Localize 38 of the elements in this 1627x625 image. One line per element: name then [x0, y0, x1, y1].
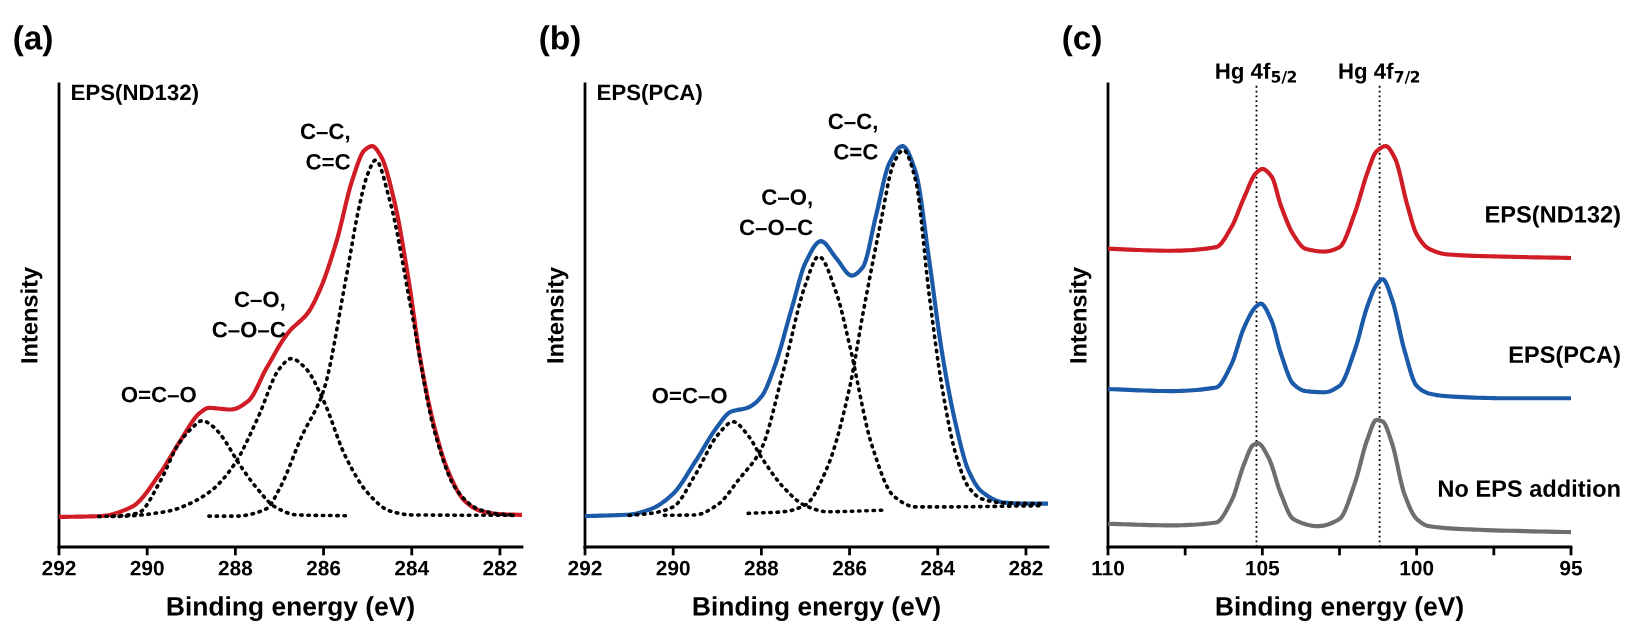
- chart-title: (a): [14, 25, 52, 57]
- x-tick-label: 284: [921, 560, 956, 576]
- x-tick-label: 292: [568, 560, 602, 576]
- ref-line-label: Hg 4f$_{7/2}$: [1339, 62, 1420, 84]
- x-tick-label: 292: [42, 560, 76, 576]
- y-axis-title: Intensity: [546, 267, 569, 363]
- x-tick-label: 290: [656, 560, 690, 576]
- chart-title: (b): [540, 25, 580, 57]
- x-tick-label: 288: [744, 560, 779, 576]
- chart-title: (c): [1063, 25, 1101, 57]
- x-tick-label: 105: [1246, 560, 1280, 576]
- ref-line-label: Hg 4f$_{5/2}$: [1216, 62, 1296, 84]
- chart-subtitle: EPS(ND132): [72, 84, 198, 105]
- annotation: O=C–O: [121, 386, 196, 403]
- x-tick-label: 284: [395, 560, 430, 576]
- y-axis-title: Intensity: [20, 267, 43, 363]
- x-tick-label: 290: [130, 560, 164, 576]
- x-tick-label: 288: [218, 560, 253, 576]
- series-label: No EPS addition: [1438, 479, 1620, 497]
- x-axis-title: Binding energy (eV): [167, 596, 414, 621]
- annotation: O=C–O: [652, 387, 727, 404]
- x-tick-label: 286: [832, 560, 867, 576]
- annotation: C–C, C=C: [828, 113, 878, 160]
- x-axis-title: Binding energy (eV): [1216, 596, 1463, 621]
- x-tick-label: 286: [306, 560, 341, 576]
- annotation: C–O, C–O–C: [739, 189, 813, 236]
- annotation: C–O, C–O–C: [212, 291, 286, 338]
- x-tick-label: 110: [1092, 560, 1124, 576]
- x-tick-label: 282: [483, 560, 517, 576]
- x-tick-label: 100: [1400, 560, 1434, 576]
- annotation: C–C, C=C: [300, 123, 350, 170]
- y-axis-title: Intensity: [1069, 267, 1092, 363]
- x-tick-label: 95: [1560, 560, 1583, 576]
- x-axis-title: Binding energy (eV): [693, 596, 940, 621]
- chart-subtitle: EPS(PCA): [598, 84, 702, 105]
- series-label: EPS(PCA): [1509, 345, 1620, 368]
- x-tick-label: 282: [1009, 560, 1043, 576]
- series-label: EPS(ND132): [1486, 205, 1620, 228]
